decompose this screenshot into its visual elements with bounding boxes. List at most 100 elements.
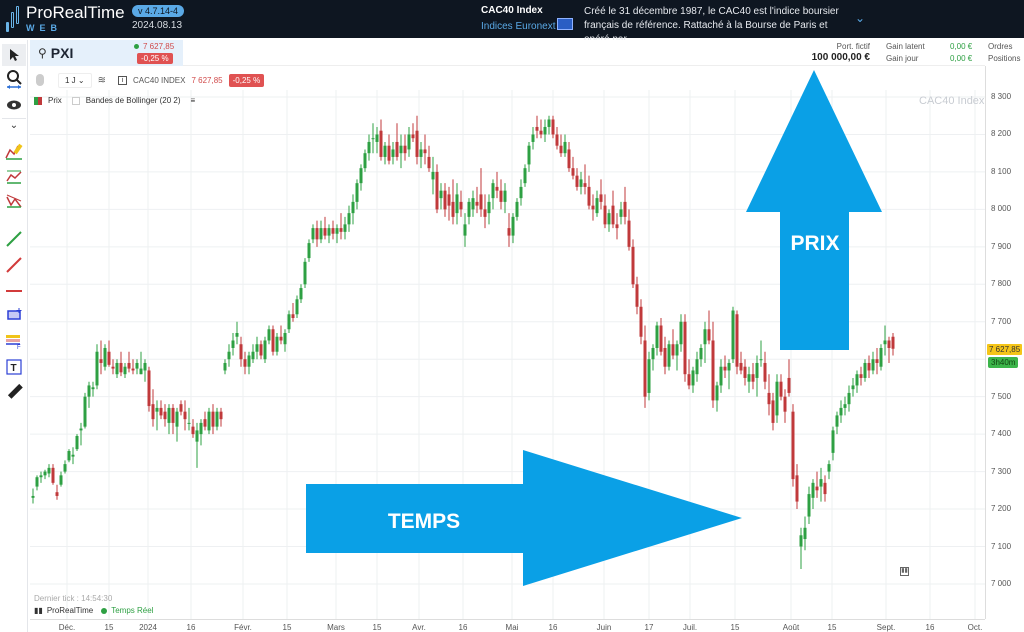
list-icon[interactable]: ≡ xyxy=(190,96,196,105)
instrument-info: CAC40 Index Indices Euronext xyxy=(481,5,556,32)
price-tick-label: 8 300 xyxy=(991,92,1012,101)
time-tick-label: 16 xyxy=(925,623,935,632)
svg-text:T: T xyxy=(11,363,17,374)
diagonal-line-green-icon xyxy=(6,231,22,247)
positions-link[interactable]: Positions xyxy=(988,54,1021,63)
header-last-price: 7 627,85 xyxy=(143,42,175,51)
bollinger-checkbox[interactable] xyxy=(71,96,80,105)
time-tick-label: Oct. xyxy=(967,623,983,632)
expand-tools-button[interactable]: ⌄ xyxy=(2,118,26,132)
time-tick-label: 16 xyxy=(458,623,468,632)
gain-jour-value: 0,00 € xyxy=(950,54,973,63)
horizontal-line-icon xyxy=(6,290,22,292)
info-icon[interactable]: i xyxy=(118,75,127,85)
period-value: 1 J xyxy=(65,75,76,85)
portfolio-label: Port. fictif xyxy=(836,42,870,51)
eye-icon xyxy=(7,100,21,110)
time-tick-label: Mars xyxy=(327,623,345,632)
candle-countdown-tag: 3h40m xyxy=(988,357,1019,368)
price-tick-label: 7 100 xyxy=(991,541,1012,551)
time-tick-label: Avr. xyxy=(412,623,426,632)
time-tick-label: Août xyxy=(782,623,800,632)
fan-tool[interactable] xyxy=(2,190,26,212)
horizontal-line-tool[interactable] xyxy=(2,280,26,302)
time-axis[interactable]: Déc. 15 2024 16 Févr. 15 Mars 15 Avr. 16 Mai 16 Juin… xyxy=(30,619,985,632)
chevron-down-icon[interactable]: ⌄ xyxy=(855,11,866,25)
time-tick-label: 16 xyxy=(186,623,196,632)
period-select[interactable]: 1 J ⌄ xyxy=(58,72,92,88)
rectangle-tool[interactable] xyxy=(2,304,26,326)
top-bar: ProRealTime WEB v 4.7.14-4 2024.08.13 CA… xyxy=(0,0,1024,45)
time-tick-label: 15 xyxy=(827,623,837,632)
trend-channel-icon xyxy=(6,170,22,184)
last-price-tag: 7 627,85 xyxy=(987,344,1023,355)
time-arrow-label: TEMPS xyxy=(388,510,460,533)
rectangle-icon xyxy=(7,308,22,320)
legend-bollinger[interactable]: Bandes de Bollinger (20 2) xyxy=(85,96,181,105)
symbol-input[interactable]: PXI xyxy=(50,45,74,61)
app-subtitle: WEB xyxy=(26,23,62,33)
time-tick-label: 17 xyxy=(644,623,654,632)
price-axis[interactable]: 8 300 8 200 8 100 8 000 7 900 7 800 7 700 7 500… xyxy=(985,66,1024,619)
price-tick-label: 7 700 xyxy=(991,316,1012,326)
visibility-tool[interactable] xyxy=(2,94,26,116)
version-badge: v 4.7.14-4 xyxy=(132,5,185,17)
gain-values: 0,00 € 0,00 € xyxy=(950,40,972,66)
fibonacci-tool[interactable]: F xyxy=(2,330,26,352)
chart-type-icon[interactable]: ≋ xyxy=(97,74,106,86)
header-strip xyxy=(183,40,985,66)
search-icon: ⚲ xyxy=(38,46,47,60)
time-tick-label: 15 xyxy=(730,623,740,632)
price-tick-label: 8 000 xyxy=(991,204,1012,214)
orders-link[interactable]: Ordres xyxy=(988,42,1013,51)
portfolio-block[interactable]: Port. fictif 100 000,00 € xyxy=(810,40,870,66)
price-tick-label: 7 900 xyxy=(991,241,1012,251)
brand-candles-icon: ▮▮ xyxy=(34,606,43,615)
draw-pencil-tool[interactable] xyxy=(2,140,26,162)
cursor-arrow-icon xyxy=(10,49,19,61)
legend-price[interactable]: Prix xyxy=(48,96,62,105)
app-title: ProRealTime xyxy=(26,3,125,22)
red-line-tool[interactable] xyxy=(2,254,26,276)
gain-jour-label: Gain jour xyxy=(886,54,919,63)
price-tick-label: 7 300 xyxy=(991,466,1012,476)
text-tool[interactable]: T xyxy=(2,356,26,378)
brand-name: ProRealTime xyxy=(46,606,94,615)
live-dot-icon xyxy=(134,44,139,49)
realtime-label: Temps Réel xyxy=(111,606,154,615)
chart-instrument-label: CAC40 INDEX xyxy=(133,75,186,85)
fibonacci-icon: F xyxy=(6,335,21,349)
gain-latent-label: Gain latent xyxy=(886,42,925,51)
footer-brand: ▮▮ ProRealTime Temps Réel xyxy=(34,606,153,615)
zoom-tool[interactable] xyxy=(2,68,26,90)
eu-flag-icon xyxy=(557,18,573,30)
price-tick-label: 7 800 xyxy=(991,279,1012,289)
pause-icon[interactable]: ▮▮ xyxy=(900,567,909,576)
svg-text:F: F xyxy=(17,345,21,349)
price-arrow-label: PRIX xyxy=(790,232,839,255)
text-box-icon: T xyxy=(6,359,22,375)
logo[interactable]: ProRealTime WEB xyxy=(6,4,125,33)
chart-price: 7 627,85 xyxy=(191,75,223,85)
diagonal-line-red-icon xyxy=(6,257,22,273)
fan-lines-icon xyxy=(6,194,22,208)
orders-positions: Ordres Positions xyxy=(988,40,1020,66)
pointer-tool[interactable] xyxy=(2,44,26,66)
time-tick-label: 15 xyxy=(372,623,382,632)
time-tick-label: Juin xyxy=(596,623,612,632)
header-change-badge: -0,25 % xyxy=(137,53,173,64)
instrument-exchange[interactable]: Indices Euronext xyxy=(481,21,556,32)
drag-handle-icon[interactable] xyxy=(36,74,44,86)
zoom-magnifier-icon xyxy=(7,70,22,89)
time-tick-label: 16 xyxy=(548,623,558,632)
instrument-description: Créé le 31 décembre 1987, le CAC40 est l… xyxy=(584,6,839,45)
ruler-tool[interactable] xyxy=(2,380,26,402)
time-tick-label: 2024 xyxy=(139,623,157,632)
green-line-tool[interactable] xyxy=(2,228,26,250)
time-tick-label: 15 xyxy=(104,623,114,632)
chart-toolbar: 1 J ⌄ ≋ i CAC40 INDEX 7 627,85 -0,25 % xyxy=(30,70,265,90)
price-tick-label: 7 500 xyxy=(991,391,1012,401)
trendline-tool[interactable] xyxy=(2,166,26,188)
chart-watermark: CAC40 Index xyxy=(919,95,985,107)
